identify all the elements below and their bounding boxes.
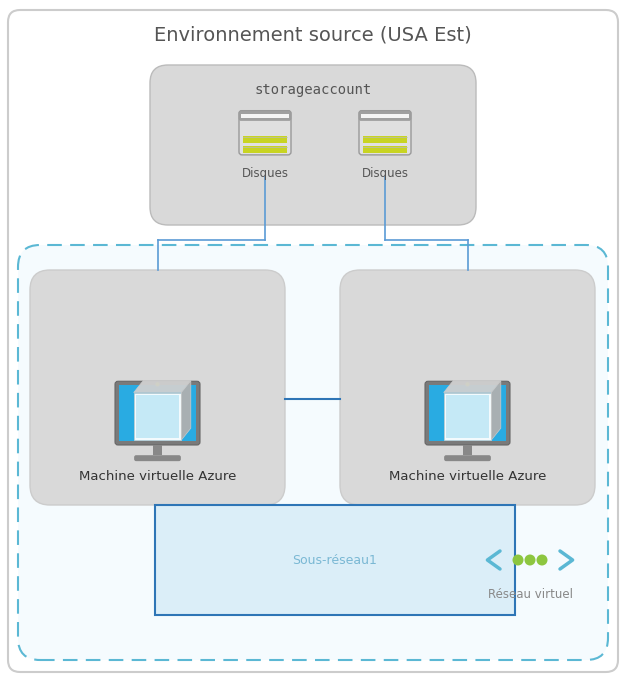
FancyBboxPatch shape xyxy=(115,381,200,445)
Bar xyxy=(361,114,409,118)
Polygon shape xyxy=(134,392,182,440)
Text: Sous-réseau1: Sous-réseau1 xyxy=(292,554,377,566)
FancyBboxPatch shape xyxy=(239,111,291,120)
FancyBboxPatch shape xyxy=(134,455,181,461)
Polygon shape xyxy=(136,394,179,438)
Text: Disques: Disques xyxy=(242,167,289,180)
Polygon shape xyxy=(182,381,191,440)
Polygon shape xyxy=(444,392,491,440)
FancyBboxPatch shape xyxy=(18,245,608,660)
Polygon shape xyxy=(446,394,490,438)
FancyBboxPatch shape xyxy=(444,455,491,461)
Circle shape xyxy=(155,382,160,386)
Bar xyxy=(119,385,196,441)
Circle shape xyxy=(513,554,523,566)
FancyBboxPatch shape xyxy=(359,111,411,155)
Bar xyxy=(429,385,506,441)
FancyBboxPatch shape xyxy=(359,111,411,120)
Bar xyxy=(243,136,287,143)
Circle shape xyxy=(536,554,548,566)
Text: Réseau virtuel: Réseau virtuel xyxy=(488,588,573,601)
Text: storageaccount: storageaccount xyxy=(254,83,372,97)
Bar xyxy=(363,146,407,153)
FancyBboxPatch shape xyxy=(8,10,618,672)
FancyBboxPatch shape xyxy=(150,65,476,225)
Polygon shape xyxy=(491,381,501,440)
Bar xyxy=(463,445,472,455)
FancyBboxPatch shape xyxy=(340,270,595,505)
Bar xyxy=(363,136,407,143)
FancyBboxPatch shape xyxy=(30,270,285,505)
Circle shape xyxy=(465,382,470,386)
Bar xyxy=(243,146,287,153)
Text: Disques: Disques xyxy=(361,167,409,180)
FancyBboxPatch shape xyxy=(239,111,291,155)
Text: Machine virtuelle Azure: Machine virtuelle Azure xyxy=(79,470,236,483)
FancyBboxPatch shape xyxy=(425,381,510,445)
Bar xyxy=(153,445,162,455)
Polygon shape xyxy=(444,381,501,392)
Polygon shape xyxy=(134,381,191,392)
Text: Environnement source (USA Est): Environnement source (USA Est) xyxy=(154,25,472,44)
Circle shape xyxy=(525,554,535,566)
Text: Machine virtuelle Azure: Machine virtuelle Azure xyxy=(389,470,546,483)
Bar xyxy=(155,505,515,615)
Bar xyxy=(241,114,289,118)
